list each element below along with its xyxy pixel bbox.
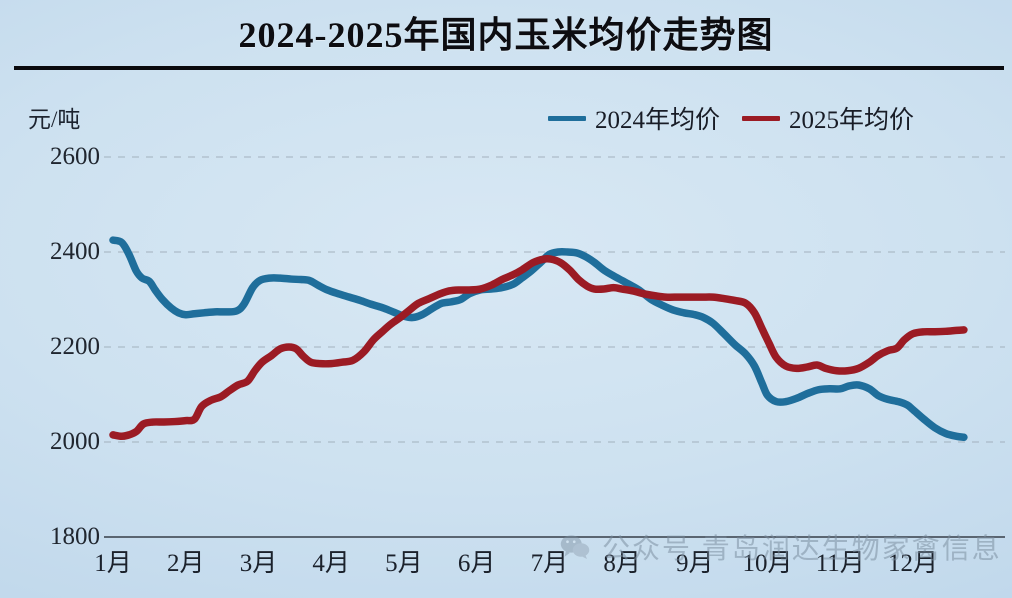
title-divider — [14, 66, 1004, 70]
x-tick-label: 2月 — [166, 550, 205, 577]
x-tick-label: 11月 — [815, 550, 865, 577]
y-tick-label: 2200 — [50, 333, 100, 360]
legend-label-2024: 2024年均价 — [595, 107, 721, 134]
x-tick-label: 3月 — [239, 550, 278, 577]
y-axis-unit-label: 元/吨 — [28, 107, 81, 132]
y-tick-label: 2000 — [50, 428, 100, 455]
series-paths — [109, 236, 968, 441]
legend-swatch-2025 — [742, 115, 781, 121]
legend-item-2025[interactable]: 2025年均价 — [742, 100, 914, 136]
x-tick-label: 9月 — [676, 550, 714, 577]
x-tick-label: 4月 — [312, 550, 350, 577]
y-tick-label: 1800 — [50, 523, 100, 550]
x-tick-label: 8月 — [603, 550, 641, 577]
chart-legend: 2024年均价 2025年均价 — [548, 100, 914, 136]
x-tick-label: 10月 — [742, 550, 793, 577]
y-tick-label: 2600 — [50, 143, 100, 170]
x-tick-label: 1月 — [94, 550, 132, 577]
series-line-2025 — [109, 254, 968, 441]
legend-label-2025: 2025年均价 — [789, 107, 915, 134]
x-tick-label: 5月 — [385, 550, 423, 577]
x-tick-label: 12月 — [887, 550, 939, 577]
series-line-2024 — [109, 236, 968, 441]
x-tick-label: 6月 — [457, 550, 496, 577]
y-tick-label: 2400 — [50, 238, 100, 265]
page-title: 2024-2025年国内玉米均价走势图 — [238, 15, 774, 55]
y-axis-ticks: 2600 2400 2200 2000 1800 — [0, 0, 100, 598]
legend-swatch-2024 — [548, 115, 586, 121]
legend-item-2024[interactable]: 2024年均价 — [548, 100, 720, 136]
gridlines — [104, 156, 1005, 538]
x-tick-label: 7月 — [530, 550, 569, 577]
x-axis-ticks: 1月 2月 3月 4月 5月 6月 7月 8月 9月 10月 11月 12月 — [0, 543, 1012, 591]
